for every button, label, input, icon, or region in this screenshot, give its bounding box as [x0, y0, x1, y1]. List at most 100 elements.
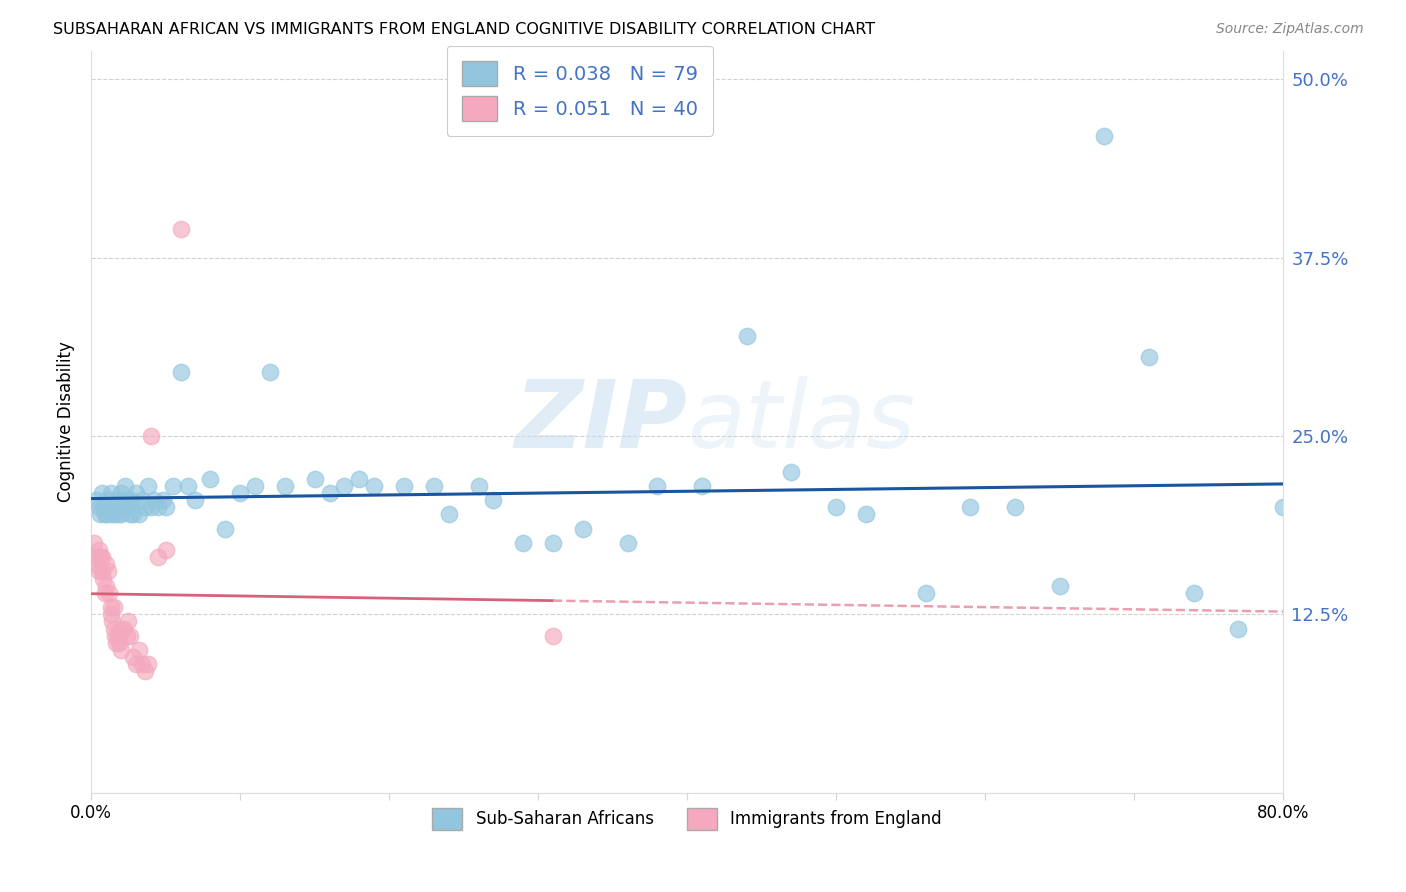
Point	[482, 493, 505, 508]
Point	[94, 508, 117, 522]
Point	[111, 500, 134, 515]
Point	[94, 579, 117, 593]
Point	[541, 629, 564, 643]
Point	[134, 500, 156, 515]
Point	[108, 636, 131, 650]
Point	[392, 479, 415, 493]
Point	[103, 600, 125, 615]
Point	[105, 636, 128, 650]
Point	[148, 550, 170, 565]
Point	[94, 493, 117, 508]
Text: SUBSAHARAN AFRICAN VS IMMIGRANTS FROM ENGLAND COGNITIVE DISABILITY CORRELATION C: SUBSAHARAN AFRICAN VS IMMIGRANTS FROM EN…	[53, 22, 876, 37]
Point	[110, 643, 132, 657]
Point	[169, 365, 191, 379]
Point	[304, 472, 326, 486]
Point	[87, 565, 110, 579]
Text: ZIP: ZIP	[515, 376, 688, 467]
Point	[1272, 500, 1295, 515]
Text: atlas: atlas	[688, 376, 915, 467]
Point	[1092, 129, 1115, 144]
Point	[541, 536, 564, 550]
Point	[363, 479, 385, 493]
Point	[780, 465, 803, 479]
Point	[229, 486, 252, 500]
Point	[98, 493, 121, 508]
Point	[90, 550, 112, 565]
Point	[91, 572, 114, 586]
Point	[101, 615, 124, 629]
Point	[117, 493, 139, 508]
Point	[114, 479, 136, 493]
Point	[200, 472, 222, 486]
Point	[107, 493, 129, 508]
Point	[87, 500, 110, 515]
Point	[139, 500, 162, 515]
Point	[104, 629, 127, 643]
Point	[184, 493, 207, 508]
Point	[93, 586, 115, 600]
Point	[214, 522, 236, 536]
Point	[118, 629, 141, 643]
Point	[84, 493, 107, 508]
Point	[122, 508, 145, 522]
Point	[96, 500, 118, 515]
Point	[91, 500, 114, 515]
Point	[105, 493, 128, 508]
Point	[914, 586, 936, 600]
Point	[155, 543, 177, 558]
Point	[169, 222, 191, 236]
Point	[1137, 351, 1160, 365]
Point	[1227, 622, 1250, 636]
Point	[128, 508, 150, 522]
Point	[110, 486, 132, 500]
Point	[647, 479, 669, 493]
Point	[89, 550, 111, 565]
Point	[108, 500, 131, 515]
Point	[1049, 579, 1071, 593]
Point	[139, 429, 162, 443]
Point	[90, 565, 112, 579]
Point	[100, 486, 122, 500]
Point	[128, 643, 150, 657]
Point	[103, 508, 125, 522]
Point	[134, 665, 156, 679]
Point	[825, 500, 848, 515]
Point	[131, 493, 153, 508]
Point	[243, 479, 266, 493]
Point	[107, 629, 129, 643]
Point	[131, 657, 153, 672]
Point	[136, 479, 159, 493]
Point	[103, 493, 125, 508]
Point	[103, 622, 125, 636]
Point	[437, 508, 460, 522]
Point	[136, 657, 159, 672]
Point	[86, 558, 108, 572]
Point	[100, 600, 122, 615]
Point	[96, 565, 118, 579]
Point	[735, 329, 758, 343]
Point	[112, 622, 135, 636]
Point	[115, 629, 138, 643]
Point	[162, 479, 184, 493]
Point	[84, 550, 107, 565]
Point	[107, 508, 129, 522]
Point	[100, 508, 122, 522]
Point	[572, 522, 595, 536]
Point	[115, 500, 138, 515]
Point	[467, 479, 489, 493]
Point	[148, 500, 170, 515]
Point	[122, 650, 145, 665]
Point	[93, 508, 115, 522]
Point	[83, 536, 105, 550]
Point	[959, 500, 981, 515]
Point	[125, 657, 148, 672]
Text: Source: ZipAtlas.com: Source: ZipAtlas.com	[1216, 22, 1364, 37]
Point	[1182, 586, 1205, 600]
Point	[318, 486, 340, 500]
Point	[89, 508, 111, 522]
Point	[120, 493, 142, 508]
Point	[690, 479, 713, 493]
Point	[110, 508, 132, 522]
Point	[87, 543, 110, 558]
Point	[125, 486, 148, 500]
